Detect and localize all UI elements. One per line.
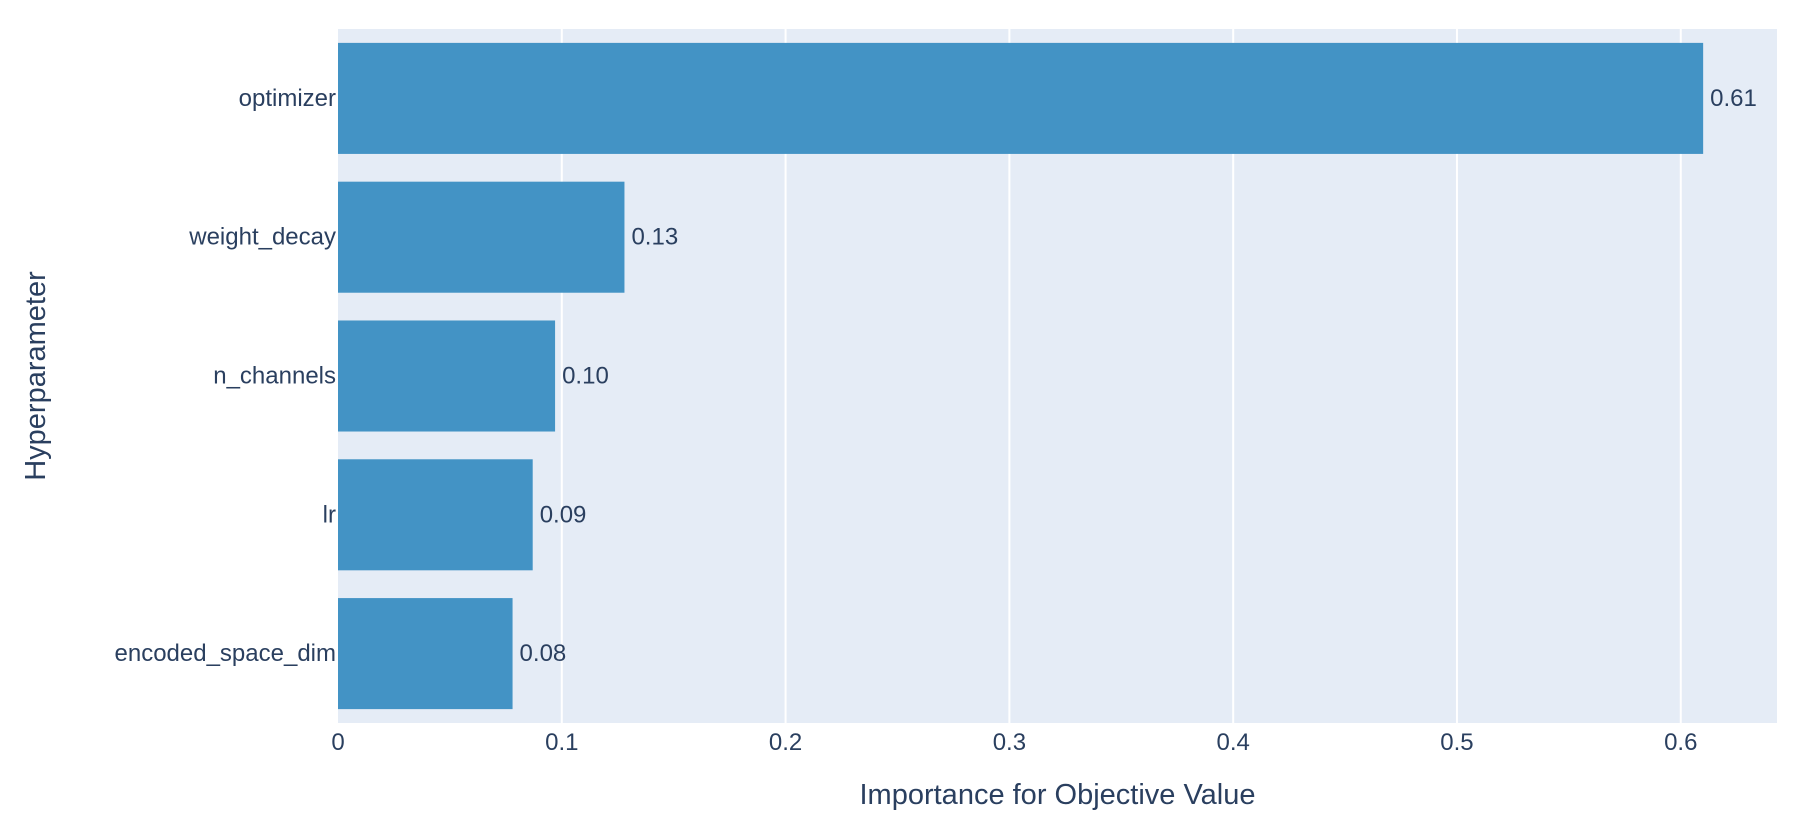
y-tick-label: n_channels (213, 363, 336, 390)
y-tick-label: weight_decay (188, 224, 336, 251)
x-tick-label: 0.3 (993, 729, 1026, 756)
x-tick-label: 0.1 (545, 729, 578, 756)
data-label-lr: 0.09 (540, 501, 587, 528)
data-labels: 0.61 0.13 0.10 0.09 0.08 (520, 85, 1757, 667)
data-label-optimizer: 0.61 (1710, 85, 1757, 112)
x-tick-label: 0.5 (1440, 729, 1473, 756)
x-axis-title: Importance for Objective Value (860, 779, 1256, 811)
data-label-n-channels: 0.10 (562, 363, 609, 390)
bar-n-channels (338, 320, 556, 432)
y-axis-title: Hyperparameter (20, 271, 52, 481)
bar-encoded-space-dim (338, 598, 513, 710)
x-tick-label: 0.2 (769, 729, 802, 756)
x-tick-label: 0.6 (1664, 729, 1697, 756)
x-tick-label: 0 (331, 729, 344, 756)
bars (338, 42, 1704, 710)
x-tick-label: 0.4 (1216, 729, 1249, 756)
data-label-encoded-space-dim: 0.08 (520, 640, 567, 667)
y-tick-label: encoded_space_dim (115, 640, 337, 667)
bar-optimizer (338, 42, 1704, 154)
y-tick-label: optimizer (239, 85, 336, 112)
bar-lr (338, 459, 533, 571)
y-tick-label: lr (323, 501, 336, 528)
x-tick-labels: 0 0.1 0.2 0.3 0.4 0.5 0.6 (331, 729, 1697, 756)
bar-weight-decay (338, 181, 625, 293)
data-label-weight-decay: 0.13 (631, 224, 678, 251)
